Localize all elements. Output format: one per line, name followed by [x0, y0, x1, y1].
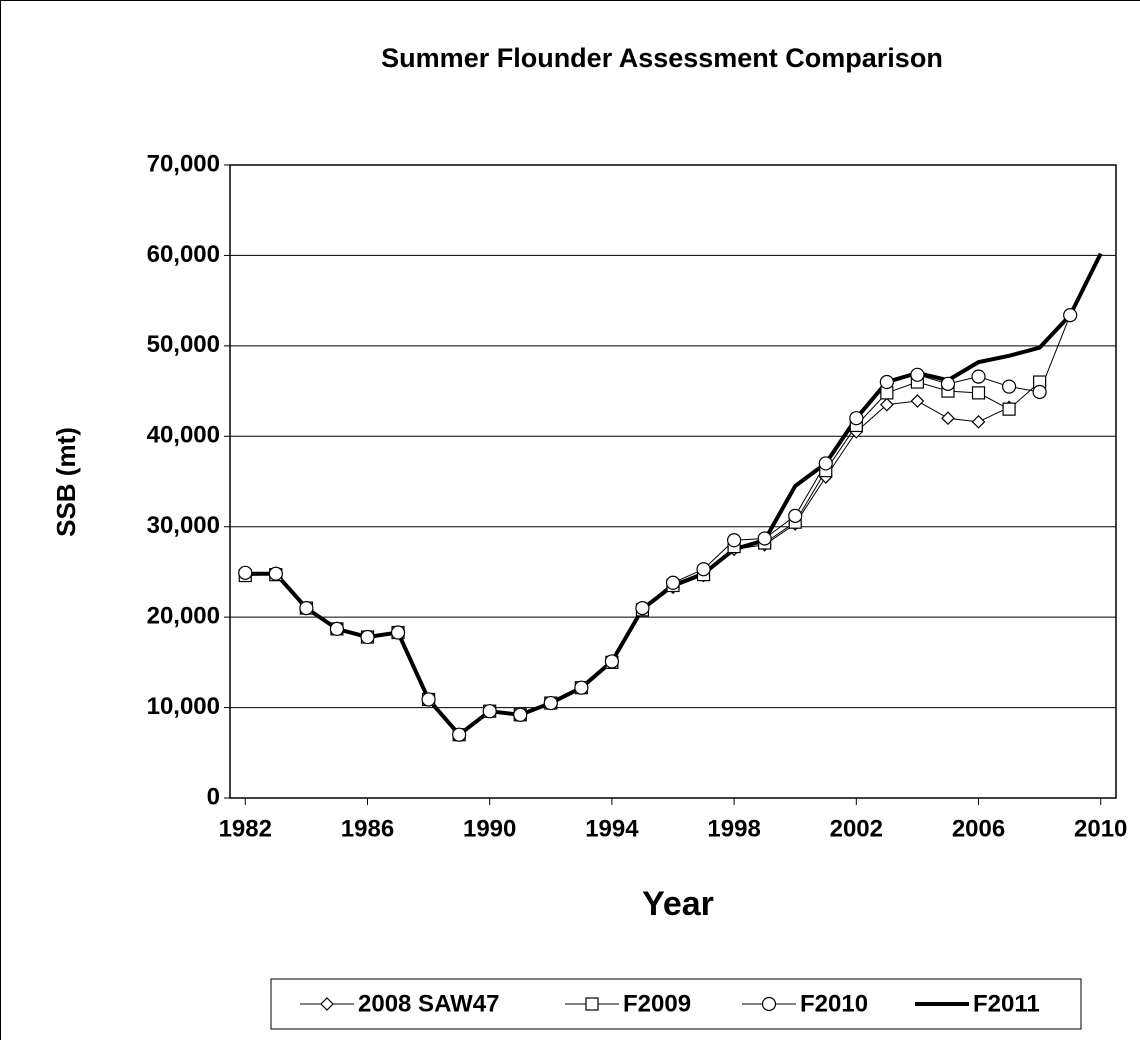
legend-label: 2008 SAW47 [358, 990, 499, 1017]
marker [604, 654, 619, 669]
marker [1001, 379, 1017, 394]
series-line [245, 252, 1103, 737]
marker [299, 600, 314, 616]
marker [238, 565, 253, 580]
legend-label: F2009 [623, 990, 691, 1017]
y-tick-label: 0 [207, 783, 220, 810]
marker [482, 704, 497, 719]
marker [1032, 384, 1047, 400]
x-tick-label: 1994 [585, 815, 639, 842]
series-line [245, 400, 1010, 736]
series-line [245, 381, 1040, 736]
marker [818, 456, 833, 471]
legend-label: F2010 [800, 990, 868, 1017]
marker [543, 695, 558, 711]
marker [696, 562, 711, 577]
marker [268, 566, 283, 581]
marker [421, 692, 436, 707]
x-tick-label: 1998 [707, 815, 760, 842]
marker [390, 625, 406, 640]
x-tick-label: 1986 [341, 815, 394, 842]
marker [910, 394, 925, 408]
legend-marker [761, 996, 777, 1012]
chart-title: Summer Flounder Assessment Comparison [381, 43, 943, 73]
marker [971, 414, 986, 429]
y-tick-label: 50,000 [147, 331, 220, 358]
marker [665, 575, 681, 590]
marker [940, 376, 956, 391]
marker [880, 397, 894, 412]
marker [941, 411, 955, 426]
legend-marker [320, 997, 334, 1011]
marker [727, 533, 742, 548]
y-tick-label: 30,000 [147, 512, 220, 539]
marker [360, 629, 375, 645]
x-tick-label: 1990 [463, 815, 516, 842]
marker [788, 508, 803, 523]
legend-marker [585, 997, 599, 1011]
marker [513, 707, 528, 722]
marker [1002, 402, 1016, 416]
y-tick-label: 70,000 [147, 150, 220, 177]
x-tick-label: 2002 [830, 815, 883, 842]
marker [1063, 308, 1078, 323]
x-tick-label: 2006 [952, 815, 1005, 842]
x-tick-label: 2010 [1074, 815, 1127, 842]
marker [452, 727, 467, 742]
marker [574, 680, 589, 695]
y-tick-label: 60,000 [147, 241, 220, 268]
y-tick-label: 10,000 [147, 693, 220, 720]
y-axis-label: SSB (mt) [51, 427, 81, 537]
marker [971, 369, 986, 384]
y-tick-label: 40,000 [147, 422, 220, 449]
marker [971, 386, 986, 400]
x-tick-label: 1982 [219, 815, 272, 842]
x-axis-label: Year [642, 885, 714, 923]
marker [910, 367, 925, 382]
marker [757, 531, 772, 546]
marker [329, 621, 345, 636]
marker [879, 374, 894, 390]
marker [849, 411, 864, 426]
marker [635, 600, 650, 616]
y-tick-label: 20,000 [147, 602, 220, 629]
legend-label: F2011 [973, 990, 1040, 1017]
plot-frame [229, 164, 1117, 799]
